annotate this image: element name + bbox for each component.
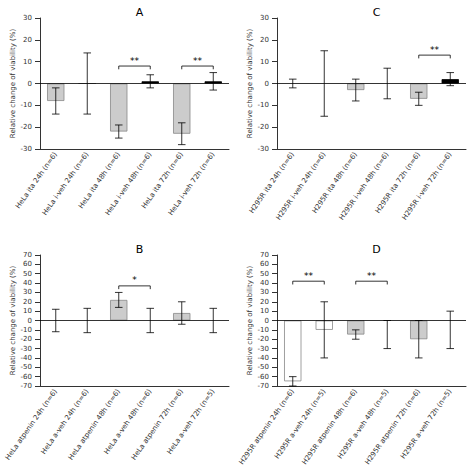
svg-text:10: 10 <box>23 307 32 315</box>
svg-text:H295R ita 72h (n=6): H295R ita 72h (n=6) <box>373 150 422 215</box>
svg-text:-20: -20 <box>258 335 269 343</box>
svg-text:HeLa ita 24h (n=6): HeLa ita 24h (n=6) <box>14 150 59 211</box>
svg-text:0: 0 <box>28 80 32 88</box>
svg-text:-20: -20 <box>21 335 32 343</box>
svg-text:HeLa i-veh 24h (n=6): HeLa i-veh 24h (n=6) <box>40 150 91 217</box>
svg-text:40: 40 <box>23 279 32 287</box>
svg-text:**: ** <box>193 56 203 66</box>
svg-text:-40: -40 <box>258 354 269 362</box>
svg-text:-70: -70 <box>21 382 32 390</box>
svg-text:*: * <box>132 275 137 285</box>
svg-text:40: 40 <box>260 279 269 287</box>
svg-text:H295R a-veh 72h (n=5): H295R a-veh 72h (n=5) <box>399 387 453 460</box>
svg-text:-40: -40 <box>21 354 32 362</box>
svg-text:H295R i-veh 48h (n=6): H295R i-veh 48h (n=6) <box>337 150 391 222</box>
svg-text:Relative change of viability (: Relative change of viability (%) <box>246 266 254 376</box>
svg-text:HeLa atpenin 48h (n=6): HeLa atpenin 48h (n=6) <box>67 387 122 461</box>
svg-text:70: 70 <box>23 251 32 259</box>
svg-text:A: A <box>136 6 144 19</box>
svg-text:HeLa a-veh 72h (n=5): HeLa a-veh 72h (n=5) <box>165 387 216 455</box>
svg-text:H295R i-veh 72h (n=6): H295R i-veh 72h (n=6) <box>401 150 454 221</box>
svg-text:HeLa a-veh 24h (n=6): HeLa a-veh 24h (n=6) <box>39 387 91 456</box>
svg-text:-60: -60 <box>258 373 269 381</box>
svg-text:**: ** <box>130 56 140 66</box>
svg-text:70: 70 <box>260 251 269 259</box>
svg-text:**: ** <box>430 45 440 55</box>
svg-text:60: 60 <box>23 260 32 268</box>
svg-text:10: 10 <box>260 307 269 315</box>
svg-text:20: 20 <box>260 298 269 306</box>
svg-text:C: C <box>373 6 381 19</box>
svg-text:10: 10 <box>23 58 32 66</box>
svg-text:-30: -30 <box>258 345 269 353</box>
svg-text:-10: -10 <box>21 326 32 334</box>
svg-text:H295R ita 48h (n=6): H295R ita 48h (n=6) <box>310 150 359 215</box>
svg-text:-50: -50 <box>258 363 269 371</box>
svg-text:H295R atpenin 72h (n=6): H295R atpenin 72h (n=6) <box>364 387 423 466</box>
svg-text:-30: -30 <box>21 145 32 153</box>
svg-text:20: 20 <box>23 298 32 306</box>
svg-text:-10: -10 <box>21 101 32 109</box>
svg-text:B: B <box>136 243 144 256</box>
svg-text:Relative change of viability (: Relative change of viability (%) <box>9 29 17 139</box>
svg-text:Relative change of viability (: Relative change of viability (%) <box>246 29 254 139</box>
svg-text:HeLa a-veh 48h (n=6): HeLa a-veh 48h (n=6) <box>102 387 154 456</box>
svg-text:-30: -30 <box>21 345 32 353</box>
svg-text:H295R atpenin 24h (n=6): H295R atpenin 24h (n=6) <box>238 387 297 466</box>
svg-text:20: 20 <box>23 36 32 44</box>
svg-text:-70: -70 <box>258 382 269 390</box>
svg-text:H295R a-veh 24h (n=5): H295R a-veh 24h (n=5) <box>273 387 327 460</box>
svg-text:**: ** <box>304 271 314 281</box>
svg-text:60: 60 <box>260 260 269 268</box>
svg-text:20: 20 <box>260 36 269 44</box>
svg-text:HeLa atpenin 72h (n=6): HeLa atpenin 72h (n=6) <box>130 387 185 461</box>
svg-text:0: 0 <box>265 317 269 325</box>
svg-text:-20: -20 <box>21 123 32 131</box>
svg-text:-50: -50 <box>21 363 32 371</box>
svg-text:HeLa i-veh 72h (n=6): HeLa i-veh 72h (n=6) <box>167 150 217 216</box>
svg-text:H295R ita 24h (n=6): H295R ita 24h (n=6) <box>247 150 296 215</box>
svg-text:30: 30 <box>260 14 269 22</box>
svg-text:H295R i-veh 24h (n=6): H295R i-veh 24h (n=6) <box>274 150 328 222</box>
svg-text:HeLa ita 72h (n=6): HeLa ita 72h (n=6) <box>140 150 185 211</box>
svg-text:50: 50 <box>23 270 32 278</box>
svg-text:10: 10 <box>260 58 269 66</box>
svg-text:**: ** <box>367 271 377 281</box>
svg-text:-30: -30 <box>258 145 269 153</box>
svg-text:HeLa atpenin 24h (n=6): HeLa atpenin 24h (n=6) <box>4 387 59 461</box>
svg-text:-10: -10 <box>258 326 269 334</box>
svg-text:30: 30 <box>23 288 32 296</box>
svg-text:0: 0 <box>265 80 269 88</box>
svg-text:D: D <box>372 243 380 256</box>
svg-text:Relative change of viability (: Relative change of viability (%) <box>9 266 17 376</box>
svg-text:HeLa i-veh 48h (n=6): HeLa i-veh 48h (n=6) <box>103 150 154 217</box>
svg-text:30: 30 <box>23 14 32 22</box>
svg-text:H295R a-veh 48h (n=5): H295R a-veh 48h (n=5) <box>336 387 390 460</box>
svg-text:-20: -20 <box>258 123 269 131</box>
svg-text:HeLa ita 48h (n=6): HeLa ita 48h (n=6) <box>77 150 122 211</box>
svg-text:0: 0 <box>28 317 32 325</box>
svg-text:50: 50 <box>260 270 269 278</box>
svg-text:30: 30 <box>260 288 269 296</box>
svg-text:-60: -60 <box>21 373 32 381</box>
svg-text:-10: -10 <box>258 101 269 109</box>
svg-text:H295R atpenin 48h (n=6): H295R atpenin 48h (n=6) <box>301 387 360 466</box>
